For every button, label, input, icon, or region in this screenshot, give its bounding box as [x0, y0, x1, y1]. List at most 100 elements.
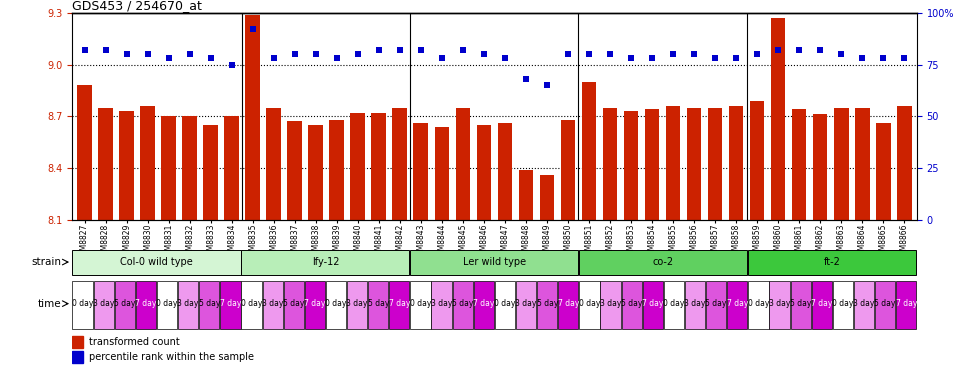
Bar: [350, 113, 365, 220]
Bar: [875, 281, 896, 329]
Point: [582, 51, 597, 57]
Bar: [811, 281, 832, 329]
Text: 7 day: 7 day: [304, 299, 325, 308]
Bar: [579, 281, 600, 329]
Point: [308, 51, 324, 57]
Text: percentile rank within the sample: percentile rank within the sample: [89, 352, 254, 362]
Bar: [876, 123, 891, 220]
Bar: [140, 106, 155, 220]
Text: transformed count: transformed count: [89, 337, 180, 347]
Text: 5 day: 5 day: [114, 299, 135, 308]
Bar: [727, 281, 748, 329]
Bar: [790, 281, 811, 329]
Text: 3 day: 3 day: [431, 299, 452, 308]
Bar: [225, 116, 239, 220]
Text: ft-2: ft-2: [824, 257, 841, 267]
Bar: [854, 108, 870, 220]
Text: 3 day: 3 day: [684, 299, 706, 308]
Text: 5 day: 5 day: [875, 299, 896, 308]
Bar: [199, 281, 220, 329]
Text: Ler wild type: Ler wild type: [463, 257, 526, 267]
Bar: [329, 120, 344, 220]
Bar: [241, 250, 410, 275]
Text: 0 day: 0 day: [325, 299, 347, 308]
Bar: [389, 281, 410, 329]
Point: [708, 55, 723, 61]
Point: [434, 55, 449, 61]
Bar: [308, 125, 324, 220]
Bar: [540, 175, 554, 220]
Point: [540, 82, 555, 88]
Point: [329, 55, 345, 61]
Bar: [582, 82, 596, 220]
Point: [287, 51, 302, 57]
Point: [182, 51, 198, 57]
Point: [602, 51, 617, 57]
Text: 0 day: 0 day: [663, 299, 684, 308]
Bar: [241, 281, 262, 329]
Point: [392, 47, 407, 53]
Bar: [813, 115, 828, 220]
Bar: [516, 281, 537, 329]
Text: Col-0 wild type: Col-0 wild type: [120, 257, 193, 267]
Point: [372, 47, 387, 53]
Bar: [600, 281, 621, 329]
Bar: [182, 116, 197, 220]
Bar: [93, 281, 114, 329]
Point: [561, 51, 576, 57]
Point: [791, 47, 806, 53]
Bar: [347, 281, 368, 329]
Bar: [684, 281, 706, 329]
Bar: [431, 281, 452, 329]
Bar: [287, 122, 302, 220]
Point: [266, 55, 281, 61]
Point: [140, 51, 156, 57]
Text: 0 day: 0 day: [748, 299, 769, 308]
Bar: [452, 281, 473, 329]
Bar: [665, 106, 681, 220]
Point: [897, 55, 912, 61]
Text: 5 day: 5 day: [621, 299, 642, 308]
Bar: [456, 108, 470, 220]
Point: [203, 55, 218, 61]
Point: [686, 51, 702, 57]
Bar: [204, 125, 218, 220]
Text: time: time: [37, 299, 61, 309]
Point: [518, 76, 534, 82]
Point: [98, 47, 113, 53]
Bar: [72, 336, 83, 348]
Bar: [161, 116, 176, 220]
Bar: [750, 101, 764, 220]
Text: 3 day: 3 day: [769, 299, 790, 308]
Point: [644, 55, 660, 61]
Text: 5 day: 5 day: [368, 299, 389, 308]
Bar: [792, 109, 806, 220]
Text: 7 day: 7 day: [558, 299, 579, 308]
Bar: [476, 125, 492, 220]
Bar: [771, 18, 785, 220]
Point: [812, 47, 828, 53]
Text: 0 day: 0 day: [410, 299, 431, 308]
Point: [497, 55, 513, 61]
Bar: [98, 108, 113, 220]
Text: 0 day: 0 day: [156, 299, 178, 308]
Bar: [645, 109, 660, 220]
Bar: [769, 281, 790, 329]
Bar: [246, 15, 260, 220]
Bar: [497, 123, 513, 220]
Bar: [410, 281, 431, 329]
Point: [119, 51, 134, 57]
Bar: [435, 127, 449, 220]
Point: [833, 51, 849, 57]
Bar: [119, 111, 134, 220]
Bar: [325, 281, 347, 329]
Text: 5 day: 5 day: [537, 299, 558, 308]
Text: 0 day: 0 day: [832, 299, 853, 308]
Bar: [624, 111, 638, 220]
Text: 0 day: 0 day: [494, 299, 516, 308]
Text: 5 day: 5 day: [790, 299, 811, 308]
Text: 5 day: 5 day: [452, 299, 473, 308]
Text: strain: strain: [32, 257, 61, 267]
Bar: [473, 281, 494, 329]
Point: [854, 55, 870, 61]
